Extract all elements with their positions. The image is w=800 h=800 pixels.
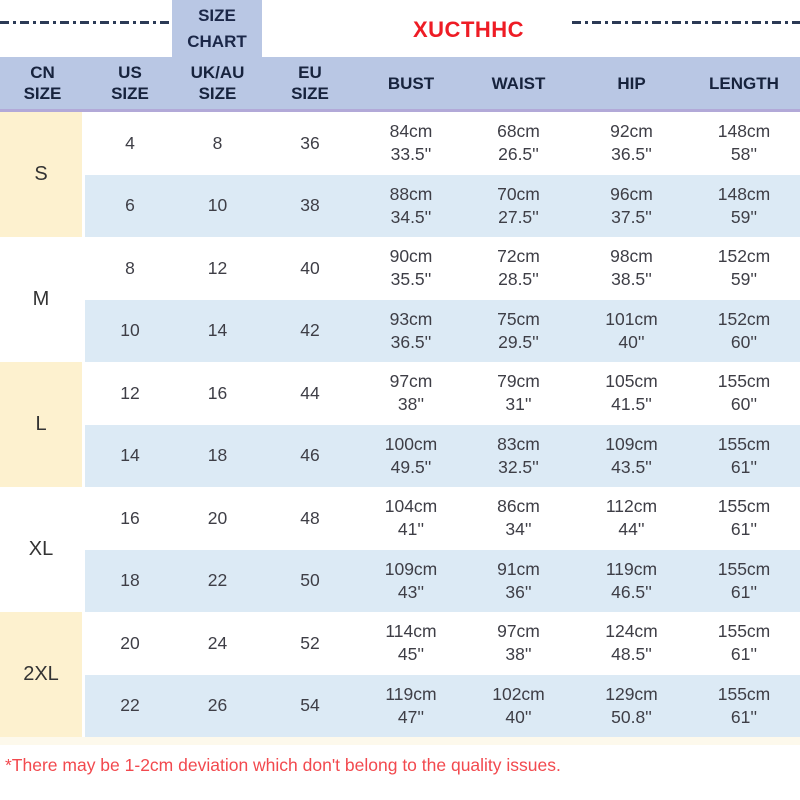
bust-cell: 84cm 33.5'' xyxy=(360,112,462,175)
eu-size-cell: 40 xyxy=(260,237,360,300)
us-size-cell: 14 xyxy=(85,424,175,487)
hip-cell: 109cm 43.5'' xyxy=(575,424,688,487)
waist-cell: 72cm 28.5'' xyxy=(462,237,575,300)
length-cell: 155cm 61'' xyxy=(688,674,800,737)
ukau-size-cell: 20 xyxy=(175,487,260,550)
length-cell: 152cm 59'' xyxy=(688,237,800,300)
header-cell-bust: BUST xyxy=(387,73,435,93)
length-cell: 155cm 61'' xyxy=(688,487,800,550)
waist-cell: 91cm 36'' xyxy=(462,549,575,612)
hip-cell: 129cm 50.8'' xyxy=(575,674,688,737)
table-body: S 4 8 36 84cm 33.5'' 68cm 26.5'' 92cm 36… xyxy=(0,112,800,737)
length-cell: 148cm 59'' xyxy=(688,174,800,237)
eu-size-cell: 44 xyxy=(260,362,360,425)
length-cell: 155cm 61'' xyxy=(688,549,800,612)
waist-cell: 70cm 27.5'' xyxy=(462,174,575,237)
eu-size-cell: 46 xyxy=(260,424,360,487)
dash-dot-divider-left xyxy=(0,21,172,24)
waist-cell: 97cm 38'' xyxy=(462,612,575,675)
header-cell-waist: WAIST xyxy=(491,73,546,93)
cn-size-cell: S xyxy=(0,112,85,237)
header-cell-cn-size: CN SIZE xyxy=(23,63,62,103)
ukau-size-cell: 26 xyxy=(175,674,260,737)
us-size-cell: 18 xyxy=(85,549,175,612)
bust-cell: 90cm 35.5'' xyxy=(360,237,462,300)
bust-cell: 104cm 41'' xyxy=(360,487,462,550)
bust-cell: 93cm 36.5'' xyxy=(360,299,462,362)
cn-size-cell: XL xyxy=(0,487,85,612)
us-size-cell: 20 xyxy=(85,612,175,675)
ukau-size-cell: 22 xyxy=(175,549,260,612)
ukau-size-cell: 16 xyxy=(175,362,260,425)
size-chart-title: SIZE CHART xyxy=(172,0,262,57)
us-size-cell: 6 xyxy=(85,174,175,237)
eu-size-cell: 50 xyxy=(260,549,360,612)
us-size-cell: 16 xyxy=(85,487,175,550)
hip-cell: 92cm 36.5'' xyxy=(575,112,688,175)
eu-size-cell: 54 xyxy=(260,674,360,737)
us-size-cell: 22 xyxy=(85,674,175,737)
length-cell: 155cm 61'' xyxy=(688,424,800,487)
table-header: CN SIZE US SIZE UK/AU SIZE EU SIZE BUST … xyxy=(0,57,800,112)
header-cell-hip: HIP xyxy=(617,73,646,93)
us-size-cell: 4 xyxy=(85,112,175,175)
header-cell-ukau-size: UK/AU SIZE xyxy=(190,63,245,103)
ukau-size-cell: 18 xyxy=(175,424,260,487)
length-cell: 155cm 61'' xyxy=(688,612,800,675)
bust-cell: 109cm 43'' xyxy=(360,549,462,612)
eu-size-cell: 38 xyxy=(260,174,360,237)
waist-cell: 86cm 34'' xyxy=(462,487,575,550)
us-size-cell: 10 xyxy=(85,299,175,362)
bust-cell: 114cm 45'' xyxy=(360,612,462,675)
waist-cell: 79cm 31'' xyxy=(462,362,575,425)
header-cell-eu-size: EU SIZE xyxy=(291,63,329,103)
ukau-size-cell: 12 xyxy=(175,237,260,300)
eu-size-cell: 36 xyxy=(260,112,360,175)
size-chart-title-label: SIZE CHART xyxy=(187,5,247,51)
ukau-size-cell: 10 xyxy=(175,174,260,237)
hip-cell: 101cm 40'' xyxy=(575,299,688,362)
dash-dot-divider-right xyxy=(572,21,800,24)
hip-cell: 112cm 44'' xyxy=(575,487,688,550)
cn-size-cell: 2XL xyxy=(0,612,85,737)
deviation-note: *There may be 1-2cm deviation which don'… xyxy=(5,755,561,775)
hip-cell: 96cm 37.5'' xyxy=(575,174,688,237)
waist-cell: 83cm 32.5'' xyxy=(462,424,575,487)
bust-cell: 88cm 34.5'' xyxy=(360,174,462,237)
us-size-cell: 12 xyxy=(85,362,175,425)
bust-cell: 100cm 49.5'' xyxy=(360,424,462,487)
waist-cell: 102cm 40'' xyxy=(462,674,575,737)
eu-size-cell: 48 xyxy=(260,487,360,550)
hip-cell: 105cm 41.5'' xyxy=(575,362,688,425)
hip-cell: 119cm 46.5'' xyxy=(575,549,688,612)
us-size-cell: 8 xyxy=(85,237,175,300)
cn-size-cell: M xyxy=(0,237,85,362)
length-cell: 155cm 60'' xyxy=(688,362,800,425)
ukau-size-cell: 8 xyxy=(175,112,260,175)
length-cell: 148cm 58'' xyxy=(688,112,800,175)
hip-cell: 124cm 48.5'' xyxy=(575,612,688,675)
waist-cell: 68cm 26.5'' xyxy=(462,112,575,175)
eu-size-cell: 42 xyxy=(260,299,360,362)
header-cell-length: LENGTH xyxy=(709,73,779,93)
table-bottom-strip xyxy=(0,737,800,745)
ukau-size-cell: 24 xyxy=(175,612,260,675)
eu-size-cell: 52 xyxy=(260,612,360,675)
bust-cell: 119cm 47'' xyxy=(360,674,462,737)
length-cell: 152cm 60'' xyxy=(688,299,800,362)
header-cell-us-size: US SIZE xyxy=(111,63,149,103)
bust-cell: 97cm 38'' xyxy=(360,362,462,425)
brand-name: XUCTHHC xyxy=(413,17,525,42)
cn-size-cell: L xyxy=(0,362,85,487)
waist-cell: 75cm 29.5'' xyxy=(462,299,575,362)
hip-cell: 98cm 38.5'' xyxy=(575,237,688,300)
ukau-size-cell: 14 xyxy=(175,299,260,362)
